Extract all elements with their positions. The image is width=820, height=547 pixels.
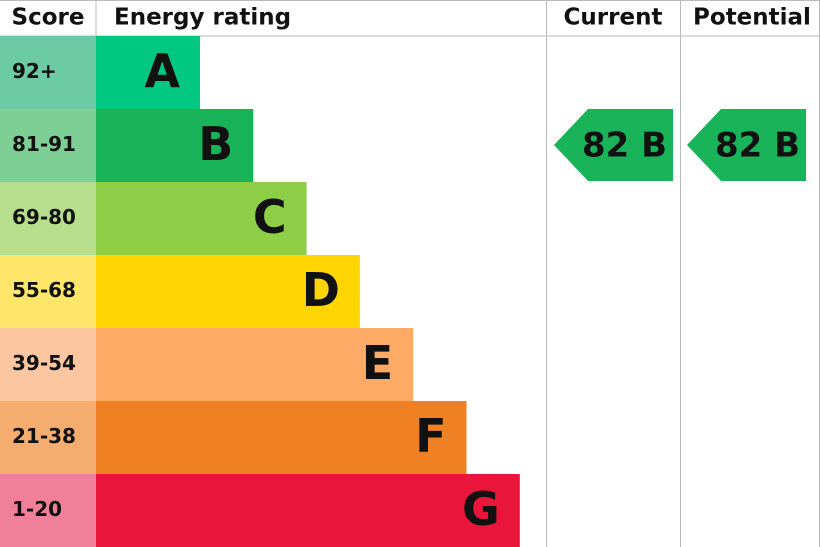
- score-label: 92+: [12, 59, 57, 83]
- rating-letter: D: [302, 263, 340, 317]
- potential-rating: 82 B: [715, 126, 800, 166]
- current-arrow: [554, 109, 673, 181]
- score-label: 81-91: [12, 132, 76, 156]
- rating-bar: [96, 401, 467, 474]
- rating-letter: B: [198, 117, 233, 171]
- rating-letter: A: [144, 44, 180, 98]
- current-header: Current: [564, 5, 663, 31]
- rating-letter: F: [415, 409, 446, 463]
- score-cell: [0, 182, 96, 255]
- score-header: Score: [12, 5, 85, 31]
- score-cell: [0, 328, 96, 401]
- score-cell: [0, 401, 96, 474]
- rating-header: Energy rating: [114, 5, 291, 31]
- current-rating: 82 B: [582, 126, 667, 166]
- rating-bar: [96, 328, 414, 401]
- rating-bar: [96, 474, 520, 547]
- score-cell: [0, 255, 96, 328]
- rating-bar: [96, 109, 254, 182]
- score-cell: [0, 109, 96, 182]
- rating-bar: [96, 255, 360, 328]
- score-label: 55-68: [12, 278, 76, 302]
- score-cell: [0, 36, 96, 109]
- score-label: 1-20: [12, 497, 62, 521]
- potential-header: Potential: [693, 5, 811, 31]
- rating-letter: G: [462, 482, 500, 536]
- score-label: 69-80: [12, 205, 76, 229]
- rating-bar: [96, 182, 307, 255]
- score-label: 21-38: [12, 424, 76, 448]
- rating-letter: C: [253, 190, 287, 244]
- potential-arrow: [687, 109, 806, 181]
- score-label: 39-54: [12, 351, 76, 375]
- rating-letter: E: [362, 336, 393, 390]
- rating-bar: [96, 36, 200, 109]
- score-cell: [0, 474, 96, 547]
